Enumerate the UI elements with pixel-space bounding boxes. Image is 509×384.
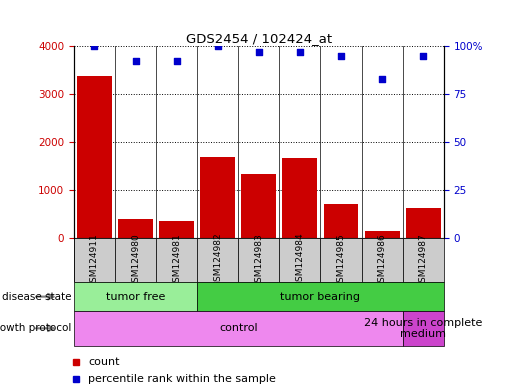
Bar [74, 311, 402, 346]
Bar [279, 238, 320, 282]
Point [377, 76, 385, 82]
Text: GSM124980: GSM124980 [131, 233, 140, 288]
Text: GSM124981: GSM124981 [172, 233, 181, 288]
Text: GSM124986: GSM124986 [377, 233, 386, 288]
Bar [361, 238, 402, 282]
Bar [405, 208, 440, 238]
Bar [200, 157, 235, 238]
Bar [282, 158, 317, 238]
Text: 24 hours in complete
medium: 24 hours in complete medium [363, 318, 482, 339]
Text: control: control [218, 323, 257, 333]
Text: GSM124982: GSM124982 [213, 233, 222, 288]
Bar [241, 174, 276, 238]
Point [254, 49, 263, 55]
Point [131, 58, 139, 65]
Point [172, 58, 180, 65]
Point [213, 43, 221, 49]
Bar [238, 238, 279, 282]
Text: count: count [88, 358, 119, 367]
Text: GSM124911: GSM124911 [90, 233, 99, 288]
Text: GSM124984: GSM124984 [295, 233, 304, 288]
Point [295, 49, 303, 55]
Point [336, 53, 345, 59]
Text: disease state: disease state [2, 291, 71, 302]
Bar [74, 282, 197, 311]
Text: percentile rank within the sample: percentile rank within the sample [88, 374, 275, 384]
Bar [402, 238, 443, 282]
Bar [320, 238, 361, 282]
Point [90, 43, 98, 49]
Point [418, 53, 427, 59]
Text: GSM124985: GSM124985 [336, 233, 345, 288]
Bar [197, 238, 238, 282]
Bar [115, 238, 156, 282]
Text: tumor bearing: tumor bearing [280, 291, 360, 302]
Bar [197, 282, 443, 311]
Bar [77, 76, 112, 238]
Text: GSM124987: GSM124987 [418, 233, 427, 288]
Bar [156, 238, 197, 282]
Bar [323, 204, 358, 238]
Text: growth protocol: growth protocol [0, 323, 71, 333]
Title: GDS2454 / 102424_at: GDS2454 / 102424_at [185, 32, 331, 45]
Bar [364, 231, 399, 238]
Text: tumor free: tumor free [106, 291, 165, 302]
Bar [74, 238, 115, 282]
Bar [402, 311, 443, 346]
Text: GSM124983: GSM124983 [254, 233, 263, 288]
Bar [118, 219, 153, 238]
Bar [159, 221, 194, 238]
